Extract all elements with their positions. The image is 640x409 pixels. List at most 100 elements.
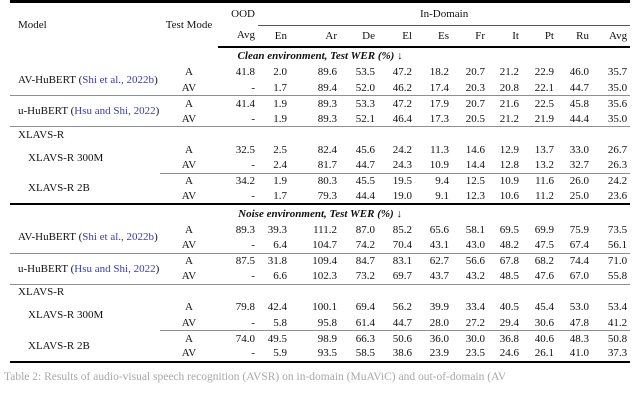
wer-value-cell: 47.2 (392, 66, 412, 79)
model-name-cell: u-HuBERT (Hsu and Shi, 2022) (10, 95, 160, 127)
wer-value-cell: 67.8 (499, 255, 519, 267)
ood-avg-cell: - (218, 346, 258, 363)
col-header-avg-0: Avg (218, 25, 258, 48)
wer-value-cell: 81.7 (290, 157, 340, 174)
wer-value-cell: 80.3 (317, 175, 337, 187)
wer-value-cell: 32.7 (557, 157, 592, 174)
table-row: AV -5.9 93.5 58.5 38.6 23.9 23.5 24.6 26.1 41.0 37… (10, 346, 631, 363)
test-mode-cell: AV (160, 188, 218, 205)
table-row: AV -1.9 89.3 52.1 46.4 17.3 20.5 21.2 21.9 44.4 35… (10, 111, 631, 127)
wer-value-cell: 23.6 (592, 188, 631, 205)
wer-value-cell: 5.9 (258, 346, 290, 363)
wer-value-cell: 17.9 (429, 97, 449, 110)
col-header-de-3: De (340, 25, 378, 48)
model-name-cell: AV-HuBERT (Shi et al., 2022b) (10, 64, 160, 96)
wer-value-cell: 36.0 (429, 332, 449, 345)
table-row: AV -6.4 104.7 74.2 70.4 43.1 43.0 48.2 47.5 67.4 5… (10, 237, 631, 254)
citation-link[interactable]: Shi et al., 2022b (82, 231, 155, 244)
wer-value-cell: 48.5 (488, 268, 522, 285)
wer-value-cell: 69.9 (534, 223, 554, 236)
wer-value-cell: 35.0 (592, 80, 631, 96)
wer-value-cell: 25.0 (557, 188, 592, 205)
ood-avg-cell: - (218, 315, 258, 331)
wer-value-cell: 28.0 (415, 315, 452, 331)
ood-avg-cell: - (218, 268, 258, 285)
wer-value-cell: 87.0 (355, 223, 375, 236)
test-mode-cell: AV (160, 157, 218, 174)
citation-link[interactable]: Hsu and Shi, 2022 (74, 105, 156, 117)
wer-value-cell: 47.5 (522, 237, 557, 254)
wer-value-cell: 29.4 (488, 315, 522, 331)
ood-avg-cell: 79.8 (235, 301, 255, 314)
wer-value-cell: 45.6 (355, 143, 375, 156)
wer-value-cell: 47.2 (392, 97, 412, 110)
wer-value-cell: 19.5 (392, 175, 412, 187)
test-mode-cell: A (185, 97, 193, 110)
wer-value-cell: 66.3 (355, 332, 375, 345)
ood-avg-cell: - (218, 80, 258, 96)
citation-link[interactable]: Shi et al., 2022b (82, 73, 155, 86)
wer-value-cell: 43.0 (452, 237, 488, 254)
section-title: Noise environment, Test WER (%) ↓ (238, 207, 402, 220)
ood-avg-cell: 41.4 (235, 97, 255, 110)
wer-value-cell: 50.8 (607, 332, 628, 345)
wer-value-cell: 21.2 (499, 66, 519, 79)
wer-value-cell: 10.9 (415, 157, 452, 174)
model-name-cell: XLAVS-R 2B (10, 330, 160, 363)
wer-value-cell: 30.6 (522, 315, 557, 331)
wer-value-cell: 35.0 (592, 111, 631, 127)
wer-value-cell: 1.7 (258, 188, 290, 205)
test-mode-cell: AV (160, 237, 218, 254)
wer-value-cell: 26.3 (592, 157, 631, 174)
model-name: u-HuBERT (18, 105, 68, 117)
group-label: XLAVS-R (18, 128, 65, 141)
col-header-it-7: It (488, 25, 522, 48)
wer-value-cell: 109.4 (312, 255, 337, 267)
header-test-mode: Test Mode (165, 18, 213, 31)
wer-value-cell: 12.9 (499, 143, 519, 156)
test-mode-cell: AV (160, 268, 218, 285)
wer-value-cell: 20.3 (452, 80, 488, 96)
wer-value-cell: 23.9 (415, 346, 452, 363)
wer-value-cell: 89.3 (317, 97, 337, 110)
model-name: XLAVS-R 2B (28, 182, 90, 194)
wer-value-cell: 26.0 (569, 175, 589, 187)
wer-value-cell: 56.2 (392, 301, 412, 314)
wer-value-cell: 44.7 (378, 315, 415, 331)
wer-value-cell: 48.3 (569, 332, 589, 345)
wer-value-cell: 82.4 (317, 143, 337, 156)
wer-value-cell: 21.6 (499, 97, 519, 110)
citation-link[interactable]: Hsu and Shi, 2022 (74, 262, 156, 275)
table-row: AV -5.8 95.8 61.4 44.7 28.0 27.2 29.4 30.6 47.8 41… (10, 315, 631, 331)
wer-value-cell: 40.6 (534, 332, 554, 345)
model-name-cell: XLAVS-R 300M (10, 142, 160, 173)
wer-value-cell: 31.8 (267, 255, 287, 267)
wer-value-cell: 100.1 (312, 301, 337, 314)
wer-value-cell: 70.4 (378, 237, 415, 254)
wer-value-cell: 22.5 (534, 97, 554, 110)
wer-value-cell: 104.7 (290, 237, 340, 254)
wer-value-cell: 1.9 (258, 111, 290, 127)
wer-value-cell: 83.1 (392, 255, 412, 267)
wer-value-cell: 1.7 (258, 80, 290, 96)
wer-value-cell: 2.5 (273, 143, 287, 156)
wer-value-cell: 79.3 (290, 188, 340, 205)
wer-value-cell: 58.5 (340, 346, 378, 363)
wer-value-cell: 74.4 (569, 255, 589, 267)
wer-value-cell: 53.0 (569, 301, 589, 314)
wer-value-cell: 11.3 (430, 143, 449, 156)
table-row: AV -1.7 79.3 44.4 19.0 9.1 12.3 10.6 11.2 25.0 23.… (10, 188, 631, 205)
table-row: XLAVS-R 2B A 74.0 49.5 98.9 66.3 50.6 36.0 30.0 3… (10, 330, 630, 363)
wer-value-cell: 65.6 (429, 223, 449, 236)
table-header: Model Test Mode OOD In-Domain Avg En Ar De E… (10, 1, 631, 48)
wer-value-cell: 12.8 (488, 157, 522, 174)
wer-value-cell: 13.2 (522, 157, 557, 174)
wer-value-cell: 43.2 (452, 268, 488, 285)
wer-value-cell: 43.1 (415, 237, 452, 254)
section-title: Clean environment, Test WER (%) ↓ (237, 50, 403, 62)
test-mode-cell: AV (160, 315, 218, 331)
wer-value-cell: 24.2 (392, 143, 412, 156)
wer-value-cell: 11.2 (522, 188, 557, 205)
test-mode-cell: A (185, 223, 193, 236)
test-mode-cell: A (185, 143, 193, 156)
